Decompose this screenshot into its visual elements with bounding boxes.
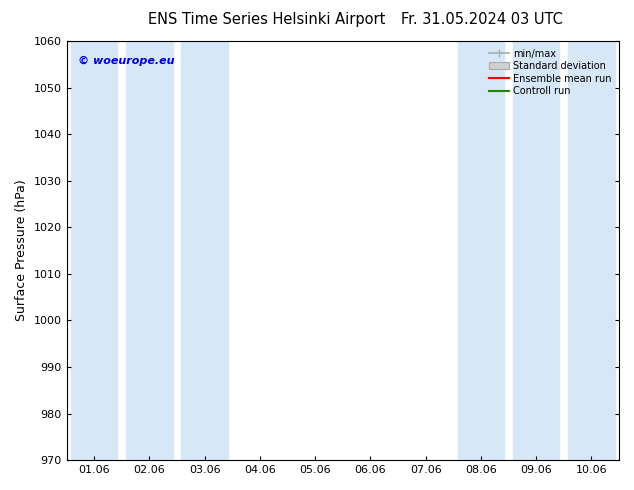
Bar bbox=[71, 41, 117, 460]
Bar bbox=[181, 41, 228, 460]
Text: © woeurope.eu: © woeurope.eu bbox=[77, 56, 174, 66]
Text: ENS Time Series Helsinki Airport: ENS Time Series Helsinki Airport bbox=[148, 12, 385, 27]
Bar bbox=[568, 41, 614, 460]
Bar bbox=[126, 41, 172, 460]
Legend: min/max, Standard deviation, Ensemble mean run, Controll run: min/max, Standard deviation, Ensemble me… bbox=[486, 46, 614, 99]
Y-axis label: Surface Pressure (hPa): Surface Pressure (hPa) bbox=[15, 180, 28, 321]
Text: Fr. 31.05.2024 03 UTC: Fr. 31.05.2024 03 UTC bbox=[401, 12, 563, 27]
Bar bbox=[458, 41, 504, 460]
Bar bbox=[513, 41, 559, 460]
